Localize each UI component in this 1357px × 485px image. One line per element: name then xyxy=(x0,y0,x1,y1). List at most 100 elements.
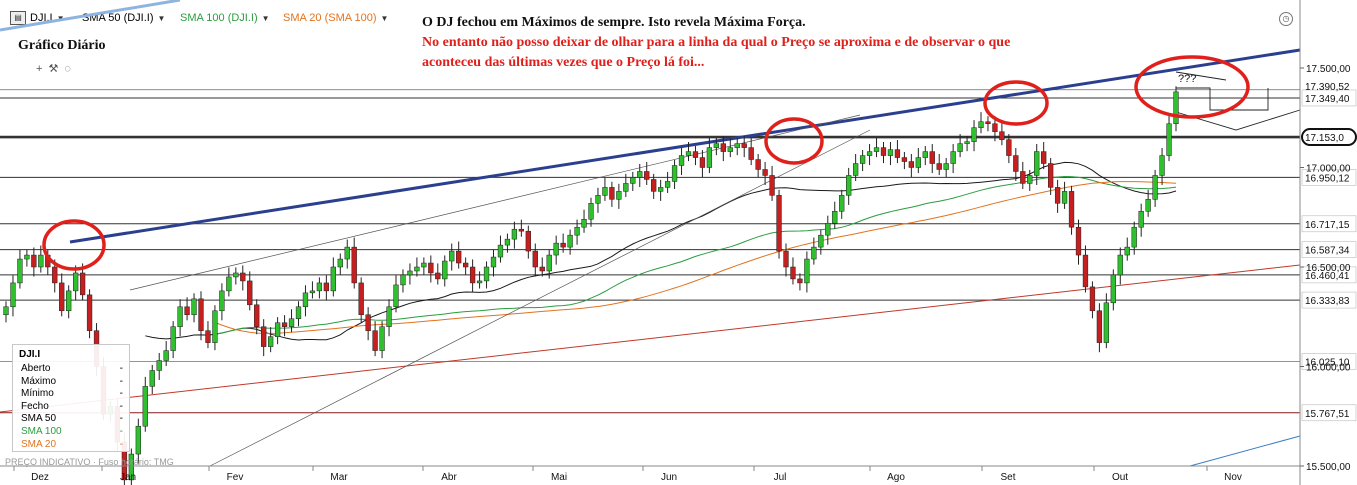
sma100-line xyxy=(214,175,1177,335)
sma50-selector[interactable]: SMA 50 (DJI.I) ▼ xyxy=(82,12,165,24)
wrench-tool-icon[interactable]: ⚒ xyxy=(48,63,65,75)
candle-body xyxy=(671,165,678,182)
eraser-tool-icon[interactable]: ◌ xyxy=(64,63,77,75)
x-tick-label: Dez xyxy=(31,472,49,483)
candle-body xyxy=(365,314,371,331)
candle-body xyxy=(985,121,991,124)
candle-body xyxy=(999,131,1005,140)
candle-body xyxy=(922,151,928,158)
data-window-label: Aberto xyxy=(21,363,51,374)
candle-body xyxy=(79,272,86,296)
candle-body xyxy=(755,159,761,170)
price-level-label-box xyxy=(1301,241,1357,258)
candle-body xyxy=(964,141,970,144)
x-tick-label: Ago xyxy=(887,472,905,483)
chart-annotation: O DJ fechou em Máximos de sempre. Isto r… xyxy=(422,13,1010,73)
candle-body xyxy=(184,306,190,316)
footer-note: PREÇO INDICATIVO · Fuso horário: TMG xyxy=(5,457,174,467)
candle-body xyxy=(713,143,720,148)
candle-body xyxy=(351,246,357,284)
y-tick-label: 17.500,00 xyxy=(1306,64,1351,75)
price-level-label: 16.950,12 xyxy=(1305,173,1350,184)
candle-body xyxy=(177,306,183,327)
candle-body xyxy=(511,228,518,240)
highlight-circle xyxy=(1134,55,1250,119)
candle-body xyxy=(748,147,754,160)
candle-body xyxy=(462,262,469,268)
data-window: DJI.I Aberto - Máximo - Mínimo - Fecho - SMA 50 -… xyxy=(12,344,130,452)
sma100-selector[interactable]: SMA 100 (DJI.I) ▼ xyxy=(180,12,270,24)
candle-body xyxy=(1152,175,1158,200)
candle-body xyxy=(894,149,901,158)
highlight-circle xyxy=(983,80,1049,126)
candle-body xyxy=(149,370,155,387)
candle-body xyxy=(630,177,636,184)
candle-body xyxy=(581,218,587,228)
sma20-label: SMA 20 (SMA 100) xyxy=(283,12,377,24)
price-level-label: 17.153,0 xyxy=(1305,133,1344,144)
candle-body xyxy=(532,250,538,268)
candle-body xyxy=(66,290,72,312)
callout-marks: ??? xyxy=(1178,73,1196,85)
candle-body xyxy=(720,143,726,152)
price-level-label-box xyxy=(1301,291,1357,309)
candle-body xyxy=(191,298,197,316)
channel-line xyxy=(1189,435,1301,467)
data-window-value: - xyxy=(119,413,123,425)
candle-body xyxy=(651,179,657,192)
candle-body xyxy=(386,306,392,327)
data-window-value: - xyxy=(119,400,123,412)
candle-body xyxy=(692,151,699,158)
price-level-label: 17.349,40 xyxy=(1305,94,1350,105)
candle-body xyxy=(379,326,385,351)
candle-body xyxy=(261,326,267,347)
candle-body xyxy=(623,183,629,192)
candle-body xyxy=(233,272,239,278)
price-level-label-box xyxy=(1301,353,1357,370)
candle-body xyxy=(400,274,406,286)
drawing-tools: +⚒◌ xyxy=(36,62,77,75)
candle-body xyxy=(1041,151,1047,164)
crosshair-tool-icon[interactable]: + xyxy=(36,63,49,75)
candle-body xyxy=(1089,286,1096,312)
candle-body xyxy=(1082,254,1089,288)
candle-body xyxy=(915,157,921,168)
candle-body xyxy=(358,282,364,316)
channel-line xyxy=(0,0,181,32)
candle-body xyxy=(518,228,525,232)
chart-type-icon[interactable]: ▤ xyxy=(10,11,26,25)
highlight-circle xyxy=(764,117,824,165)
candle-body xyxy=(442,260,448,280)
candle-body xyxy=(309,290,316,294)
candle-body xyxy=(797,278,803,284)
sma20-selector[interactable]: SMA 20 (SMA 100) ▼ xyxy=(283,12,388,24)
candle-body xyxy=(546,254,552,272)
candle-body xyxy=(337,258,343,268)
candle-body xyxy=(657,187,664,192)
clock-icon[interactable]: ◷ xyxy=(1279,12,1293,26)
candle-body xyxy=(163,350,169,361)
candle-body xyxy=(553,242,559,256)
candle-body xyxy=(135,425,141,455)
candle-body xyxy=(678,155,685,166)
data-window-label: SMA 20 xyxy=(21,438,57,450)
candle-body xyxy=(247,280,253,306)
candle-body xyxy=(1006,139,1012,156)
candle-body xyxy=(1124,246,1130,256)
x-tick-label: Jan xyxy=(120,472,136,483)
data-window-row: Aberto - xyxy=(21,363,129,374)
candle-body xyxy=(616,191,622,200)
candle-body xyxy=(24,254,30,260)
x-tick-label: Nov xyxy=(1224,472,1242,483)
candle-body xyxy=(3,306,9,316)
highlight-circle xyxy=(42,219,106,271)
data-window-label: Fecho xyxy=(21,400,49,412)
candle-body xyxy=(1131,226,1137,248)
price-level-label-box xyxy=(1301,215,1357,233)
price-level-label-box xyxy=(1301,128,1357,147)
candle-body xyxy=(644,171,650,180)
candle-body xyxy=(414,266,420,272)
candle-body xyxy=(588,203,594,220)
